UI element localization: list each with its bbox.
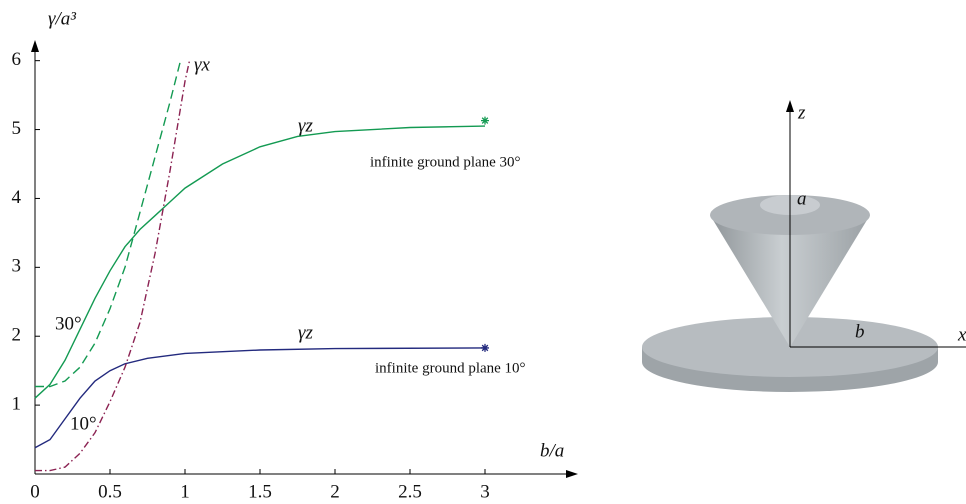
angle-label: 30° <box>55 313 82 334</box>
z-arrow <box>786 100 794 112</box>
series-label: γz <box>298 115 313 136</box>
diagram-label: z <box>797 102 806 123</box>
x-tick-label: 3 <box>480 481 490 502</box>
y-arrow <box>31 40 39 52</box>
cone-diagram: z a b x <box>642 100 966 392</box>
marker-label: infinite ground plane 10° <box>375 360 526 376</box>
asterisk-marker <box>481 343 489 352</box>
x-arrow <box>566 470 578 478</box>
diagram-label: b <box>855 321 865 342</box>
series-line <box>34 347 486 449</box>
y-tick-label: 3 <box>12 256 22 277</box>
y-tick-label: 2 <box>12 325 22 346</box>
y-tick-label: 5 <box>12 118 22 139</box>
series-label: γx <box>194 54 210 75</box>
x-tick-label: 1 <box>180 481 190 502</box>
marker-label: infinite ground plane 30° <box>370 154 521 170</box>
diagram-label: x <box>957 324 966 345</box>
y-tick-label: 4 <box>12 187 22 208</box>
y-axis-label: γ/a³ <box>48 8 76 29</box>
series-label: γz <box>298 322 313 343</box>
x-tick-label: 2.5 <box>398 481 422 502</box>
angle-label: 10° <box>70 413 97 434</box>
y-tick-label: 6 <box>12 49 22 70</box>
x-axis-label: b/a <box>540 440 564 461</box>
x-tick-label: 2 <box>330 481 340 502</box>
x-tick-label: 0 <box>30 481 40 502</box>
diagram-label: a <box>797 188 807 209</box>
asterisk-marker <box>481 116 489 125</box>
series-line <box>35 60 191 472</box>
series-line <box>35 60 182 388</box>
x-tick-label: 1.5 <box>248 481 272 502</box>
series-line <box>34 125 486 399</box>
y-tick-label: 1 <box>12 393 22 414</box>
x-tick-label: 0.5 <box>98 481 122 502</box>
